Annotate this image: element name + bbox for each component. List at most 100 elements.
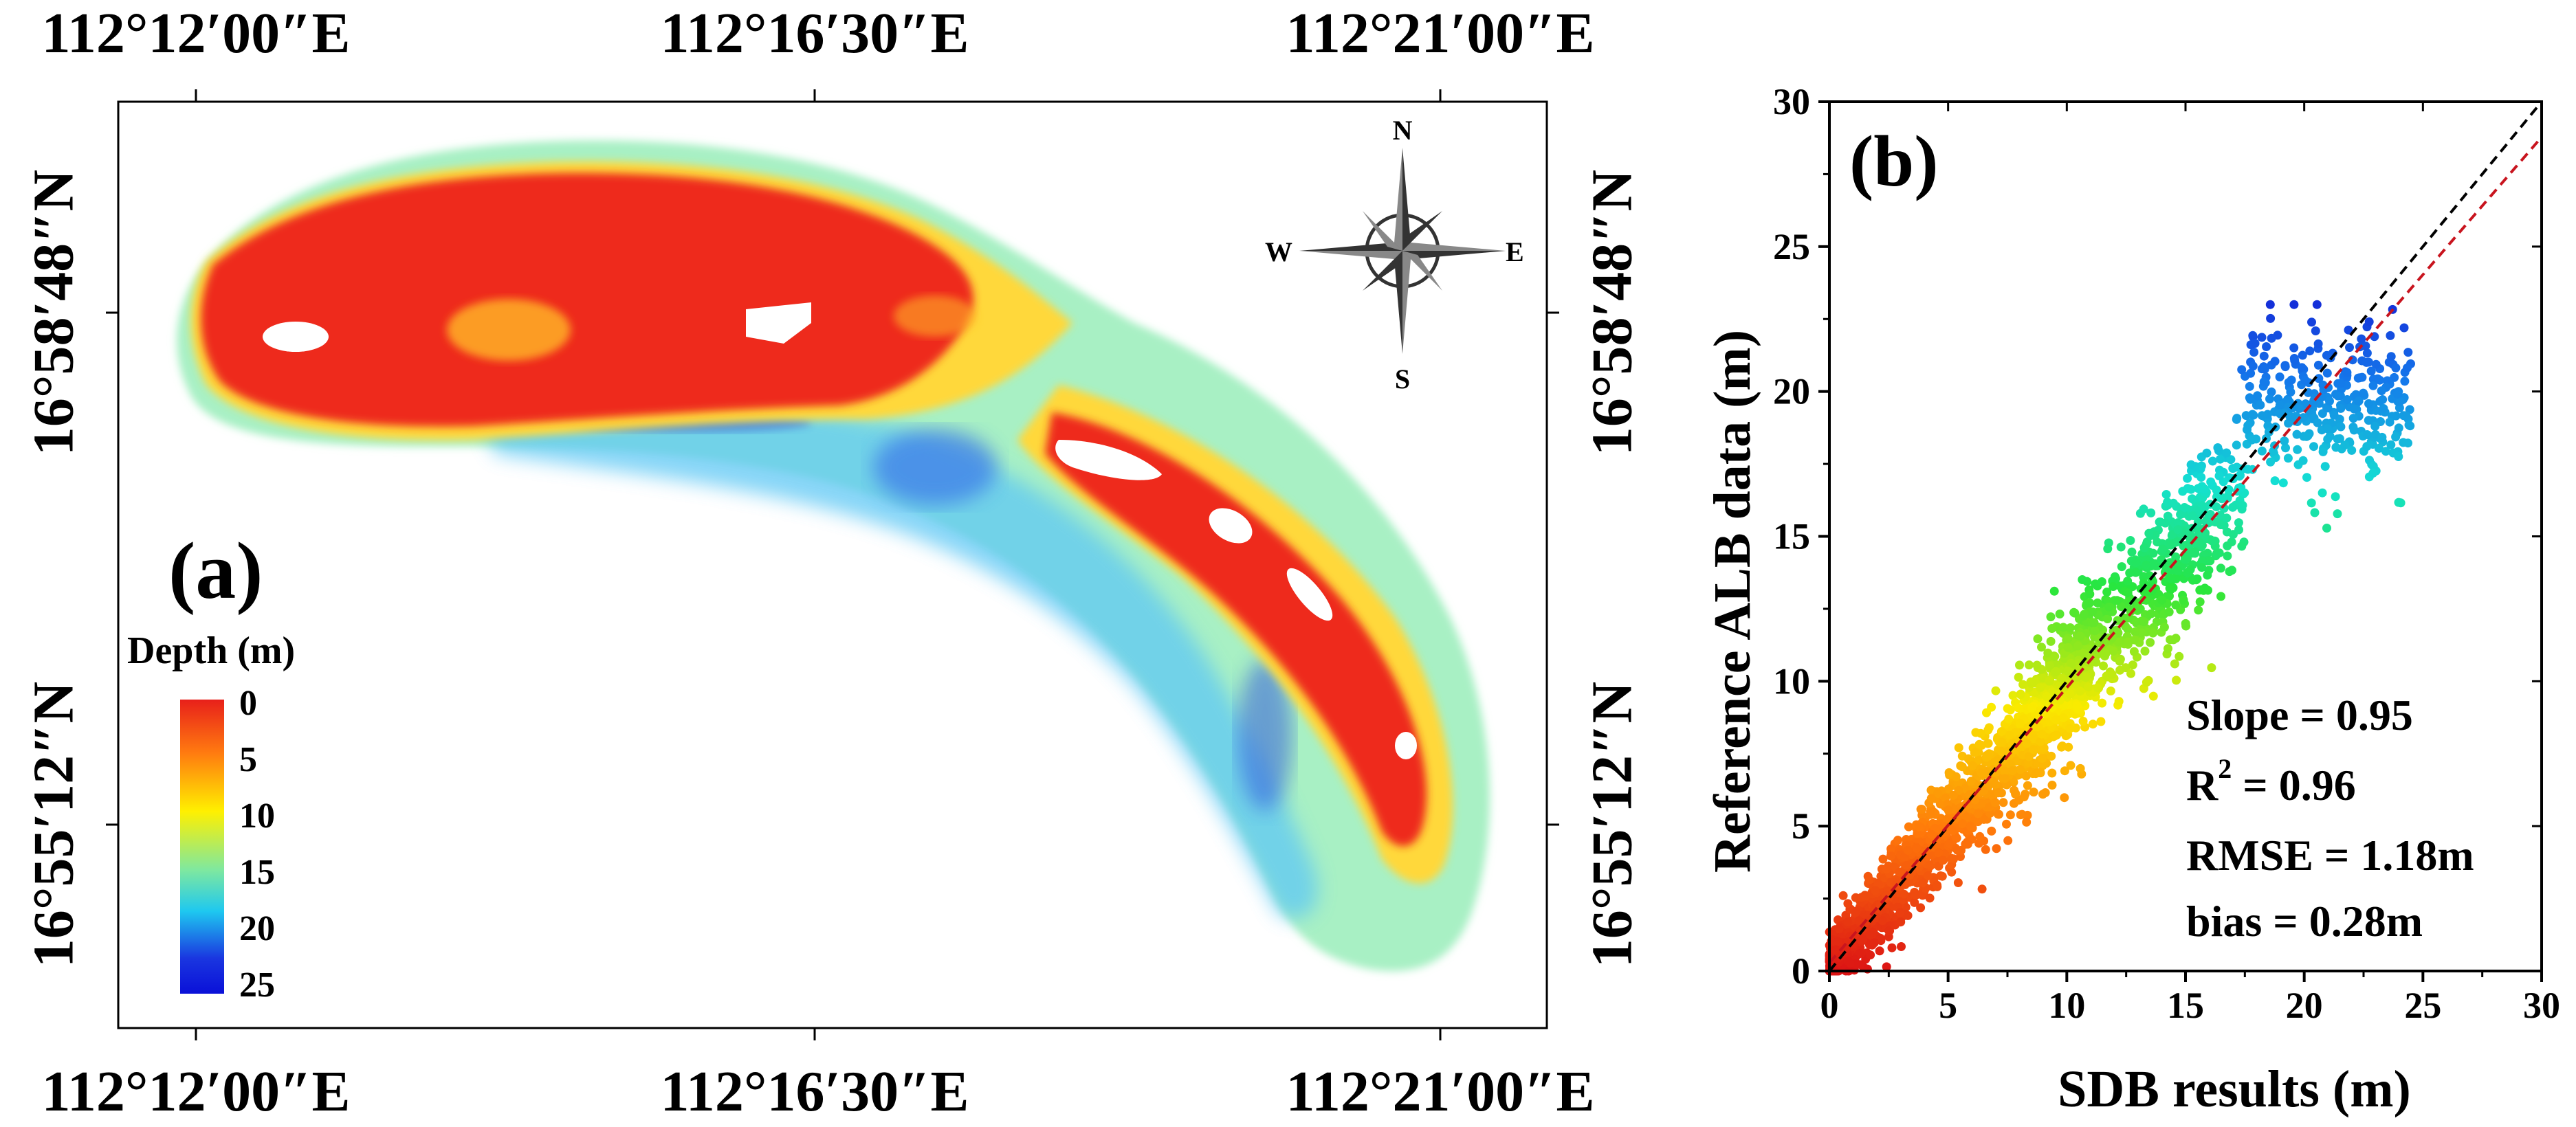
scatter-point xyxy=(2362,442,2372,451)
x-axis-label: SDB results (m) xyxy=(2058,1060,2411,1118)
scatter-point xyxy=(2366,366,2376,376)
y-tick-label: 5 xyxy=(1792,805,1810,847)
scatter-point xyxy=(2371,359,2381,369)
scatter-point xyxy=(2015,719,2025,728)
scatter-point xyxy=(2000,766,2010,776)
scatter-point xyxy=(2401,411,2411,421)
scatter-point xyxy=(2223,493,2232,503)
scatter-point xyxy=(2158,544,2168,554)
scatter-point xyxy=(2046,612,2056,622)
scatter-point xyxy=(2280,362,2290,372)
scatter-point xyxy=(2307,498,2316,508)
stats-box: Slope = 0.95 R2 = 0.96 RMSE = 1.18m bias… xyxy=(2186,691,2474,946)
x-tick-label: 25 xyxy=(2404,985,2441,1026)
scatter-point xyxy=(2051,667,2061,676)
scatter-point xyxy=(2331,492,2340,502)
scatter-point xyxy=(1968,761,1977,770)
scatter-point xyxy=(2172,676,2181,685)
scatter-point xyxy=(2163,498,2172,507)
scatter-point xyxy=(2005,810,2015,820)
scatter-point xyxy=(1843,899,1853,908)
scatter-point xyxy=(1860,891,1870,901)
scatter-point xyxy=(2109,582,2118,591)
scatter-point xyxy=(2057,673,2067,683)
scatter-point xyxy=(2203,570,2212,580)
scatter-point xyxy=(1970,748,1979,757)
scatter-point xyxy=(2036,768,2045,777)
scatter-point xyxy=(2000,774,2010,783)
scatter-point xyxy=(2142,560,2151,570)
scatter-point xyxy=(2236,471,2245,480)
scatter-point xyxy=(2050,651,2060,661)
scatter-point xyxy=(2399,323,2409,333)
scatter-point xyxy=(2290,356,2300,365)
scatter-point xyxy=(2198,556,2207,566)
scatter-point xyxy=(2004,714,2014,724)
scatter-point xyxy=(2364,399,2373,408)
scatter-point xyxy=(2293,445,2302,454)
scatter-point xyxy=(2226,455,2236,465)
scatter-point xyxy=(2033,634,2043,644)
scatter-point xyxy=(2091,579,2100,589)
scatter-point xyxy=(2270,357,2280,366)
scatter-point xyxy=(2073,641,2082,651)
scatter-point xyxy=(2002,819,2011,829)
scatter-point xyxy=(2015,660,2024,670)
scatter-point xyxy=(2186,460,2196,469)
scatter-point xyxy=(2065,623,2075,632)
scatter-point xyxy=(1951,772,1961,781)
scatter-point xyxy=(2139,543,2149,553)
scatter-point xyxy=(1911,890,1920,900)
scatter-point xyxy=(2309,442,2318,451)
scatter-point xyxy=(1833,937,1842,946)
scatter-point xyxy=(2175,651,2184,661)
scatter-point xyxy=(2265,300,2275,309)
scatter-point xyxy=(2238,500,2247,510)
scatter-point xyxy=(2055,610,2065,618)
scatter-point xyxy=(2386,331,2395,340)
scatter-point xyxy=(2096,717,2106,726)
scatter-point xyxy=(2361,341,2370,350)
scatter-point xyxy=(2212,548,2221,558)
scatter-point xyxy=(2333,434,2342,444)
depth-legend: Depth (m) 0 5 10 15 20 25 xyxy=(127,629,295,1005)
scatter-point xyxy=(2260,364,2269,374)
scatter-point xyxy=(2257,411,2267,421)
scatter-point xyxy=(2257,333,2267,342)
scatter-point xyxy=(2129,647,2139,656)
scatter-point xyxy=(1954,743,1963,752)
scatter-point xyxy=(2364,416,2373,425)
scatter-point xyxy=(2146,638,2155,647)
scatter-point xyxy=(2375,375,2385,385)
y-tick-label: 20 xyxy=(1773,371,1810,412)
scatter-point xyxy=(2354,397,2364,406)
scatter-point xyxy=(1952,845,1962,855)
scatter-point xyxy=(2056,687,2066,697)
scatter-point xyxy=(1963,839,1972,849)
x-tick-label: 15 xyxy=(2167,985,2204,1026)
scatter-point xyxy=(1881,891,1891,900)
scatter-point xyxy=(2023,781,2032,790)
scatter-point xyxy=(2216,564,2225,573)
scatter-point xyxy=(2144,528,2154,538)
scatter-point xyxy=(2246,368,2256,378)
compass-north-label: N xyxy=(1393,115,1413,146)
scatter-point xyxy=(2383,376,2392,386)
scatter-point xyxy=(2047,781,2057,790)
scatter-point xyxy=(2333,509,2342,519)
scatter-point xyxy=(2243,421,2253,430)
scatter-point xyxy=(1947,867,1957,877)
scatter-point xyxy=(2289,300,2299,309)
scatter-point xyxy=(1875,946,1884,956)
scatter-point xyxy=(2157,595,2166,605)
scatter-point xyxy=(2298,350,2307,360)
scatter-point xyxy=(2340,440,2350,450)
scatter-point xyxy=(2065,724,2075,733)
scatter-point xyxy=(2368,381,2378,390)
scatter-point xyxy=(2026,677,2036,687)
scatter-point xyxy=(1987,826,1996,836)
scatter-point xyxy=(2305,346,2315,356)
scatter-point xyxy=(1927,829,1936,839)
scatter-point xyxy=(2212,485,2221,495)
scatter-point xyxy=(1866,950,1875,960)
